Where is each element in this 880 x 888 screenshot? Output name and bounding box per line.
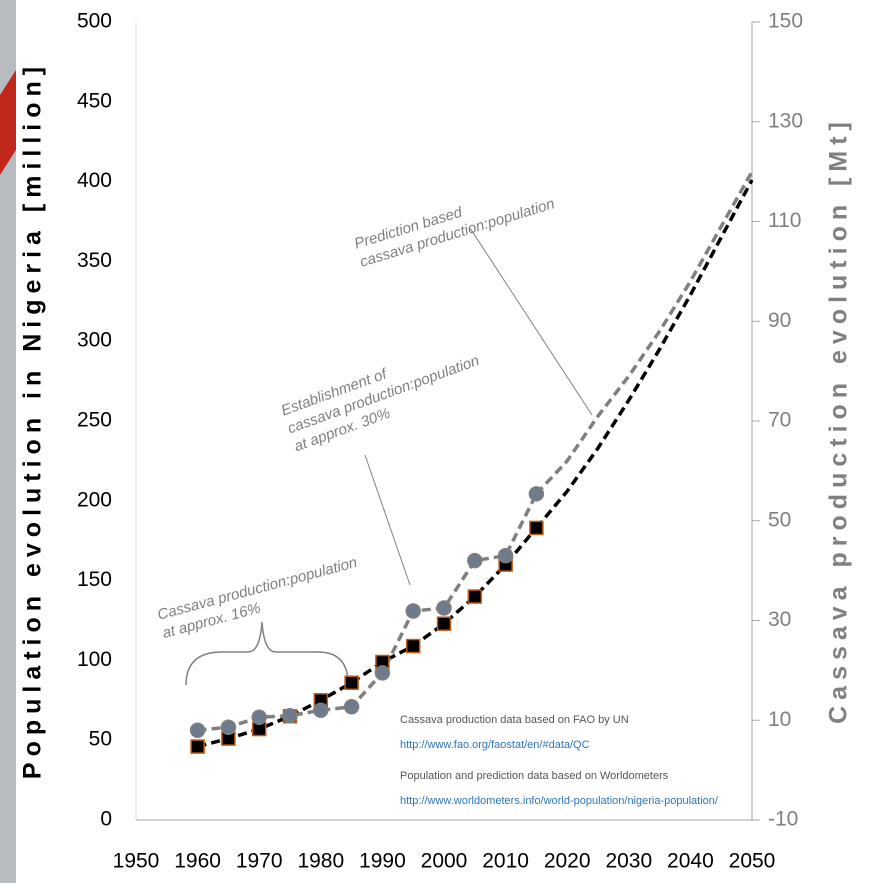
y-axis-label: Population evolution in Nigeria [million… bbox=[19, 61, 47, 779]
x-tick-label: 1970 bbox=[236, 850, 283, 873]
y2-tick-label: 30 bbox=[768, 608, 791, 631]
y-tick-label: 100 bbox=[77, 648, 112, 671]
source-url: http://www.worldometers.info/world-popul… bbox=[400, 795, 719, 807]
source-text: Population and prediction data based on … bbox=[400, 770, 669, 782]
marker bbox=[437, 601, 451, 615]
y2-tick-label: 150 bbox=[768, 10, 803, 33]
marker bbox=[221, 720, 235, 734]
series-line bbox=[536, 172, 752, 494]
marker bbox=[375, 666, 389, 680]
y-tick-label: 500 bbox=[77, 10, 112, 33]
x-tick-label: 2030 bbox=[605, 850, 652, 873]
y2-tick-label: 10 bbox=[768, 708, 791, 731]
y2-tick-label: 130 bbox=[768, 109, 803, 132]
y2-tick-label: -10 bbox=[768, 808, 798, 831]
y2-tick-label: 110 bbox=[768, 209, 801, 232]
y2-tick-label: 90 bbox=[768, 309, 791, 332]
x-tick-label: 1980 bbox=[297, 850, 344, 873]
marker bbox=[345, 700, 359, 714]
marker bbox=[345, 676, 358, 689]
source-text: Cassava production data based on FAO by … bbox=[400, 714, 629, 726]
y-tick-label: 250 bbox=[77, 409, 112, 432]
y-tick-label: 300 bbox=[77, 329, 112, 352]
brace bbox=[186, 622, 348, 685]
marker bbox=[529, 487, 543, 501]
x-tick-label: 1960 bbox=[174, 850, 221, 873]
x-tick-label: 1950 bbox=[113, 850, 160, 873]
marker bbox=[191, 740, 204, 753]
marker bbox=[191, 723, 205, 737]
marker bbox=[468, 554, 482, 568]
source-url: http://www.fao.org/faostat/en/#data/QC bbox=[400, 739, 590, 751]
marker bbox=[314, 703, 328, 717]
marker bbox=[283, 709, 297, 723]
marker bbox=[252, 710, 266, 724]
marker bbox=[530, 521, 543, 534]
y-tick-label: 150 bbox=[77, 568, 112, 591]
y2-tick-label: 50 bbox=[768, 508, 791, 531]
chart: Population evolution in Nigeria [million… bbox=[0, 0, 880, 883]
x-tick-label: 2020 bbox=[544, 850, 591, 873]
marker bbox=[499, 549, 513, 563]
leader-line bbox=[470, 228, 592, 415]
x-tick-label: 2010 bbox=[482, 850, 529, 873]
marker bbox=[468, 590, 481, 603]
y-tick-label: 400 bbox=[77, 169, 112, 192]
x-tick-label: 2050 bbox=[729, 850, 776, 873]
x-tick-label: 1990 bbox=[359, 850, 406, 873]
marker bbox=[406, 604, 420, 618]
y-tick-label: 350 bbox=[77, 249, 112, 272]
x-tick-label: 2040 bbox=[667, 850, 714, 873]
y-tick-label: 200 bbox=[77, 488, 112, 511]
y-tick-label: 50 bbox=[89, 728, 112, 751]
x-tick-label: 2000 bbox=[421, 850, 468, 873]
y-tick-label: 450 bbox=[77, 89, 112, 112]
leader-line bbox=[365, 455, 410, 585]
y2-tick-label: 70 bbox=[768, 409, 791, 432]
y2-axis-label: Cassava production evolution [Mt] bbox=[825, 116, 853, 724]
y-tick-label: 0 bbox=[100, 808, 112, 831]
marker bbox=[438, 617, 451, 630]
marker bbox=[407, 640, 420, 653]
